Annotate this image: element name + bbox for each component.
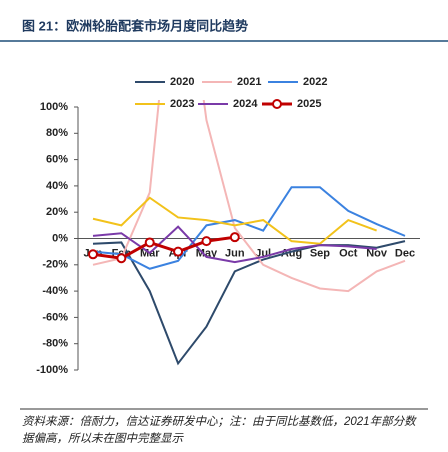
y-tick-label: -20% (42, 259, 68, 271)
series-line (92, 196, 377, 245)
x-tick-label: Oct (339, 247, 358, 259)
legend-marker (272, 99, 282, 109)
x-tick-label: Sep (310, 247, 330, 259)
y-tick-label: -60% (42, 311, 68, 323)
y-tick-label: -100% (36, 364, 68, 376)
y-tick-label: 40% (46, 180, 68, 192)
series-marker (144, 237, 155, 248)
legend-label: 2024 (233, 98, 258, 110)
y-tick-label: 60% (46, 154, 68, 166)
y-tick-label: 80% (46, 127, 68, 139)
x-tick-label: Jun (225, 247, 245, 259)
y-tick-label: 20% (46, 206, 68, 218)
series-marker (173, 246, 184, 257)
series-marker (229, 232, 240, 243)
x-tick-label: Dec (395, 247, 415, 259)
legend-label: 2025 (297, 98, 321, 110)
legend-label: 2021 (237, 76, 261, 88)
series-line (92, 186, 406, 270)
series-marker (88, 249, 98, 260)
source-note: 资料来源：倍耐力，信达证券研发中心；注：由于同比基数低，2021年部分数据偏高，… (22, 416, 416, 445)
legend-label: 2020 (170, 76, 194, 88)
legend-label: 2022 (303, 76, 327, 88)
y-tick-label: -80% (42, 338, 68, 350)
y-tick-label: 0% (52, 232, 68, 244)
chart-title: 图 21：欧洲轮胎配套市场月度同比趋势 (22, 18, 248, 33)
legend-label: 2023 (170, 98, 194, 110)
series-marker (116, 253, 127, 264)
series-line (92, 240, 406, 366)
y-tick-label: -40% (42, 285, 68, 297)
plot-area (88, 100, 406, 366)
y-tick-label: 100% (40, 101, 68, 113)
x-tick-label: Nov (366, 247, 388, 259)
series-marker (201, 236, 212, 247)
